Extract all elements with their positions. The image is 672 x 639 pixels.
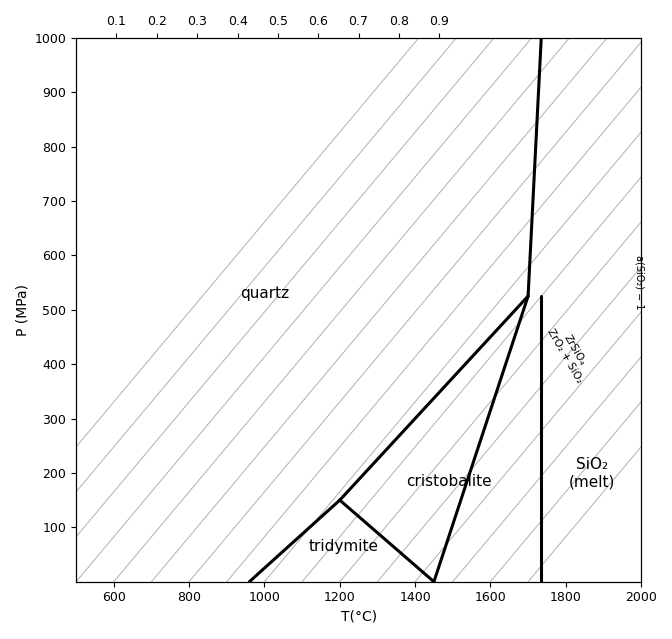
Text: quartz: quartz: [240, 286, 289, 301]
Text: tridymite: tridymite: [308, 539, 378, 554]
Text: SiO₂
(melt): SiO₂ (melt): [569, 457, 616, 489]
Text: ZrSiO₄
ZrO₂ + SiO₂: ZrSiO₄ ZrO₂ + SiO₂: [545, 321, 594, 385]
Text: cristobalite: cristobalite: [406, 473, 492, 489]
X-axis label: T(°C): T(°C): [341, 610, 377, 624]
Y-axis label: P (MPa): P (MPa): [15, 284, 29, 335]
Text: a(SiO₂) = 1: a(SiO₂) = 1: [634, 255, 644, 310]
